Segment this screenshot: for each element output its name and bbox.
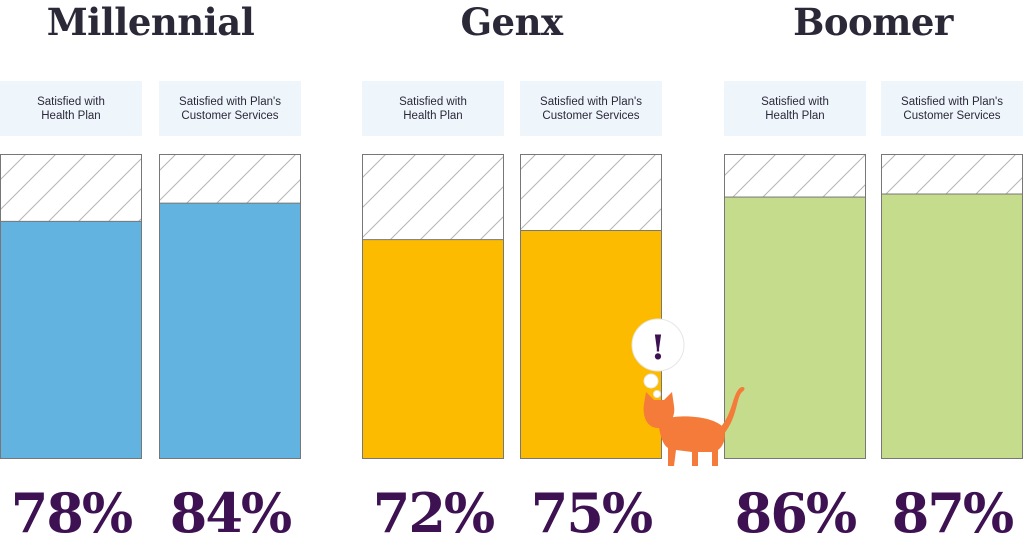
cat-icon: ! bbox=[631, 318, 745, 466]
bar-label-millennial-health-plan: Satisfied with Health Plan bbox=[0, 81, 142, 136]
bar-millennial-health-plan bbox=[0, 220, 142, 459]
cat-body bbox=[643, 386, 745, 466]
percent-label-boomer-customer-services: 87% bbox=[891, 481, 1014, 545]
bar-boomer-customer-services bbox=[881, 193, 1023, 460]
bar-label-millennial-customer-services: Satisfied with Plan's Customer Services bbox=[159, 81, 301, 136]
bar-boomer-health-plan bbox=[724, 196, 866, 459]
group-title-millennial: Millennial bbox=[46, 0, 255, 44]
thought-bubble-icon: ! bbox=[631, 318, 685, 398]
exclamation-mark: ! bbox=[651, 328, 666, 368]
bar-label-genx-customer-services: Satisfied with Plan's Customer Services bbox=[520, 81, 662, 136]
bar-millennial-customer-services bbox=[159, 202, 301, 459]
percent-label-millennial-health-plan: 78% bbox=[10, 481, 133, 545]
percent-label-millennial-customer-services: 84% bbox=[169, 481, 292, 545]
bar-genx-health-plan bbox=[362, 239, 504, 459]
group-title-genx: Genx bbox=[460, 0, 563, 44]
percent-label-genx-customer-services: 75% bbox=[530, 481, 653, 545]
bar-label-boomer-health-plan: Satisfied with Health Plan bbox=[724, 81, 866, 136]
bar-label-genx-health-plan: Satisfied with Health Plan bbox=[362, 81, 504, 136]
percent-label-boomer-health-plan: 86% bbox=[734, 481, 857, 545]
bar-label-boomer-customer-services: Satisfied with Plan's Customer Services bbox=[881, 81, 1023, 136]
group-title-boomer: Boomer bbox=[793, 0, 953, 44]
percent-label-genx-health-plan: 72% bbox=[372, 481, 495, 545]
